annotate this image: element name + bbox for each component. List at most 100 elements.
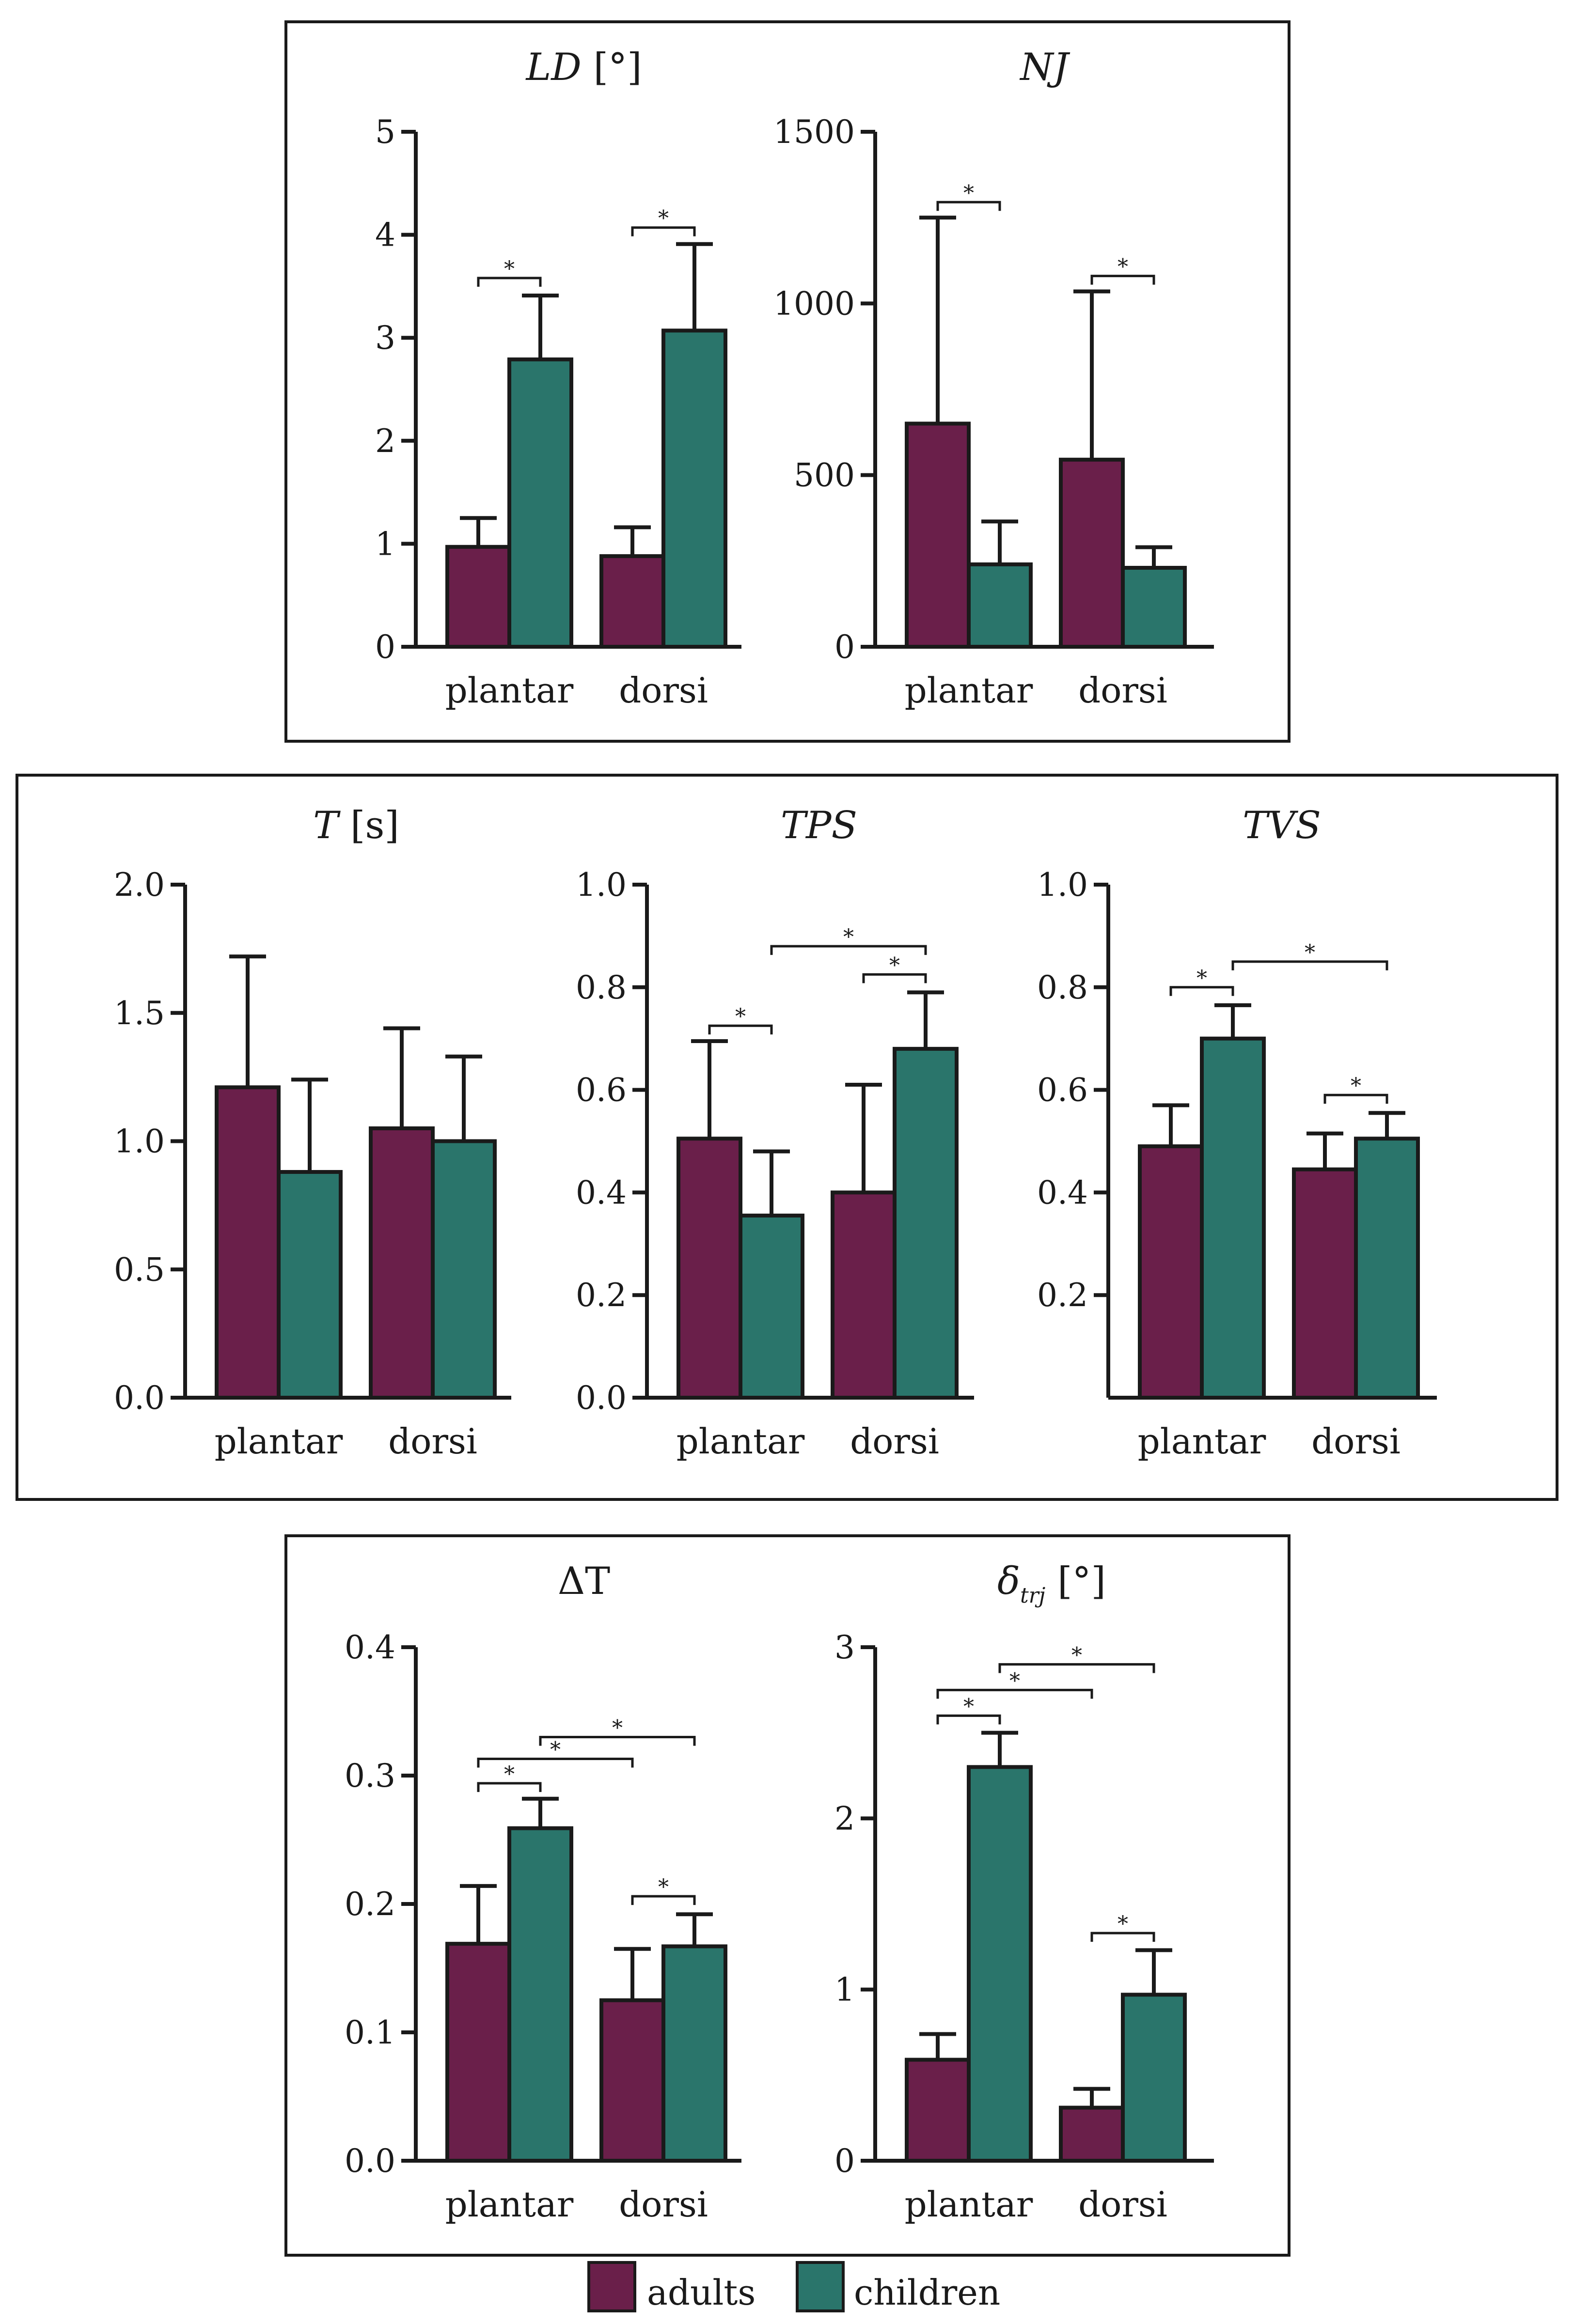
panel-frame-top: [284, 20, 1291, 743]
bar-children: [1121, 1993, 1187, 2163]
y-tick-label: 4: [375, 217, 395, 254]
x-category-label: plantar: [445, 670, 574, 711]
chart-t: T [s] 0.0 0.5 1.0 1.5 2.0 plantar dorsi: [114, 804, 511, 1462]
significance-bracket: [708, 1024, 773, 1035]
legend-label-children: children: [854, 2272, 1000, 2313]
x-category-label: dorsi: [1311, 1421, 1401, 1462]
significance-star: *: [1196, 966, 1207, 991]
significance-bracket: [631, 226, 696, 236]
bar-adults: [599, 554, 665, 649]
chart-title: TVS: [1243, 804, 1321, 847]
chart-dt: ΔT 0.0 0.1 0.2 0.3 0.4 plantar dorsi * * * *: [345, 1560, 741, 2225]
legend-label-adults: adults: [647, 2272, 756, 2313]
bar-children: [967, 1765, 1033, 2163]
significance-bracket: [862, 973, 927, 983]
bar-children: [893, 1046, 959, 1400]
y-tick-label: 1.5: [114, 995, 165, 1032]
significance-bracket: [936, 1714, 1001, 1725]
significance-star: *: [1118, 1912, 1128, 1936]
significance-star: *: [963, 1694, 974, 1719]
x-category-label: dorsi: [1078, 2184, 1167, 2225]
significance-bracket: [1090, 275, 1155, 285]
chart-ld: LD [°] 0 1 2 3 4 5 plantar dorsi * *: [375, 46, 741, 711]
bar-adults: [677, 1137, 742, 1400]
y-tick-label: 2.0: [114, 866, 165, 904]
y-tick-label: 0: [375, 628, 395, 666]
chart-title-symbol: δ: [997, 1560, 1020, 1603]
x-category-label: plantar: [905, 2184, 1033, 2225]
panel-frame-middle: [16, 774, 1558, 1501]
bar-children: [277, 1170, 343, 1400]
significance-bracket: [477, 1782, 542, 1792]
bar-children: [1121, 566, 1187, 649]
bar-children: [1354, 1137, 1420, 1400]
y-tick-label: 0.0: [345, 2142, 395, 2180]
significance-star: *: [1305, 940, 1315, 965]
significance-bracket: [770, 945, 927, 955]
significance-bracket: [631, 1895, 696, 1905]
chart-title: T [s]: [313, 804, 399, 847]
x-category-label: dorsi: [388, 1421, 477, 1462]
bar-adults: [1059, 457, 1125, 649]
x-category-label: dorsi: [619, 2184, 708, 2225]
significance-bracket: [936, 1688, 1093, 1699]
significance-star: *: [658, 1875, 669, 1900]
bar-adults: [905, 421, 971, 649]
bar-adults: [445, 1942, 511, 2163]
chart-tps: TPS 0.0 0.2 0.4 0.6 0.8 1.0 plantar dorsi * * *: [576, 804, 974, 1462]
y-tick-label: 500: [794, 457, 855, 494]
significance-bracket: [1169, 986, 1234, 996]
significance-star: *: [504, 257, 515, 281]
y-tick-label: 2: [375, 422, 395, 460]
significance-star: *: [843, 925, 854, 950]
chart-title: ΔT: [558, 1560, 610, 1603]
bar-adults: [215, 1085, 281, 1400]
bar-children: [661, 1944, 727, 2163]
significance-star: *: [612, 1716, 623, 1741]
legend: adults children: [587, 2261, 1000, 2313]
significance-star: *: [1351, 1074, 1361, 1098]
bar-children: [1200, 1036, 1266, 1400]
y-tick-label: 0.6: [1037, 1072, 1088, 1109]
chart-tvs: TVS 0.2 0.4 0.6 0.8 1.0 plantar dorsi * * *: [1037, 804, 1437, 1462]
x-category-label: dorsi: [1078, 670, 1167, 711]
y-tick-label: 0: [834, 628, 855, 666]
significance-star: *: [550, 1738, 561, 1762]
bar-children: [431, 1139, 497, 1400]
y-tick-label: 1: [375, 525, 395, 562]
bar-adults: [1138, 1144, 1204, 1400]
y-tick-label: 1500: [773, 113, 855, 151]
chart-title-subscript: trj: [1020, 1583, 1045, 1608]
bar-adults: [1292, 1167, 1358, 1400]
y-tick-label: 0.8: [1037, 969, 1088, 1006]
chart-title-symbol: NJ: [1019, 46, 1070, 89]
bar-adults: [1059, 2106, 1125, 2163]
panel-frame-bottom: [284, 1534, 1291, 2257]
y-tick-label: 5: [375, 113, 395, 151]
y-tick-label: 3: [375, 319, 395, 357]
x-category-label: plantar: [215, 1421, 343, 1462]
y-tick-label: 0.2: [345, 1886, 395, 1923]
y-tick-label: 1.0: [576, 866, 627, 904]
significance-star: *: [735, 1004, 746, 1029]
y-tick-label: 0.8: [576, 969, 627, 1006]
chart-title-symbol: TVS: [1243, 804, 1321, 847]
bar-children: [739, 1214, 804, 1400]
significance-bracket: [936, 201, 1001, 211]
significance-bracket: [477, 1758, 634, 1768]
y-tick-label: 0: [834, 2142, 855, 2180]
bar-children: [967, 562, 1033, 649]
y-tick-label: 3: [834, 1629, 855, 1666]
significance-bracket: [477, 277, 542, 287]
y-tick-label: 1: [834, 1971, 855, 2009]
significance-star: *: [889, 953, 900, 978]
bar-adults: [831, 1190, 897, 1400]
y-tick-label: 0.6: [576, 1072, 627, 1109]
chart-nj: NJ 0 500 1000 1500 plantar dorsi * *: [773, 46, 1214, 711]
significance-star: *: [1118, 255, 1128, 280]
y-tick-label: 0.0: [114, 1379, 165, 1417]
legend-swatch-children: [796, 2261, 845, 2312]
y-tick-label: 1000: [773, 285, 855, 322]
bar-adults: [905, 2058, 971, 2163]
x-category-label: plantar: [677, 1421, 805, 1462]
